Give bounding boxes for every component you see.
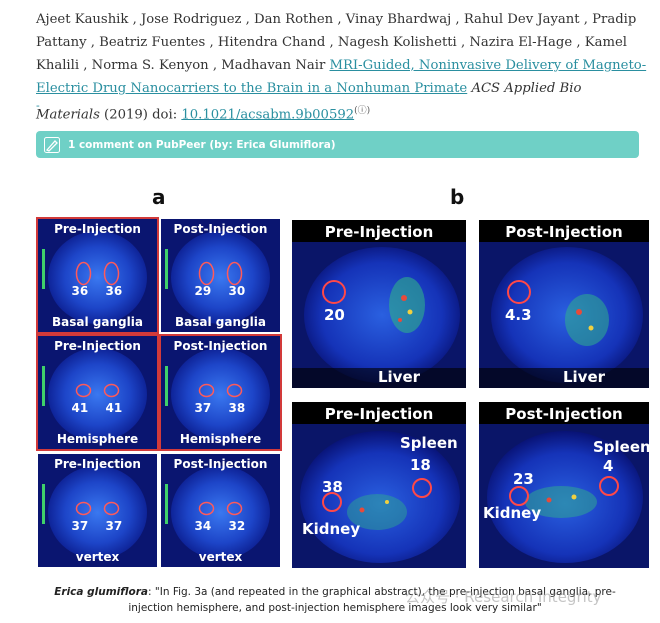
left-value: 37 [71,518,89,533]
region-label: Basal ganglia [175,315,266,329]
left-value: 29 [194,283,212,298]
region-label: Basal ganglia [52,315,143,329]
panel-title: Pre-Injection [324,405,434,423]
year-text: (2019) doi: [104,107,178,123]
brain-panel: Post-Injection 37 38 Hemisphere [161,336,280,449]
spleen-value: 4 [603,457,614,475]
left-value: 36 [71,283,89,298]
liver-post-panel: Post-Injection 4.3 Liver [479,220,649,388]
right-value: 32 [228,518,246,533]
right-value: 30 [228,283,246,298]
highlight-frame [36,334,159,451]
right-value: 41 [105,400,123,415]
kidney-spleen-post-scan [479,402,649,568]
pubpeer-text: 1 comment on PubPeer (by: Erica Glumiflo… [68,138,336,151]
pubpeer-banner[interactable]: 1 comment on PubPeer (by: Erica Glumiflo… [36,131,639,158]
right-value: 36 [105,283,123,298]
panel-title: Post-Injection [505,223,623,241]
article-title-link[interactable]: MRI-Guided, Noninvasive Delivery of Magn… [36,58,647,96]
kidney-value: 23 [513,470,534,488]
watermark: 公众号 · Research Integrity [405,588,602,606]
left-value: 34 [194,518,212,533]
region-label: vertex [198,550,243,564]
brain-panel: Pre-Injection 41 41 Hemisphere [38,336,157,449]
brain-panel: Post-Injection 29 30 Basal ganglia [161,219,280,332]
pen-icon [44,136,60,153]
right-value: 37 [105,518,123,533]
brain-scan [38,336,157,449]
citation-block: Ajeet Kaushik , Jose Rodriguez , Dan Rot… [36,8,648,126]
brain-scan [161,219,280,332]
panel-title: Pre-Injection [54,339,141,353]
left-value: 41 [71,400,89,415]
highlight-frame [36,217,159,334]
figure-label-a: a [152,185,166,209]
kidney-label: Kidney [302,520,361,538]
journal-name: ACS Applied Bio Materials [36,81,582,123]
panel-title: Pre-Injection [324,223,434,241]
panel-title: Post-Injection [505,405,623,423]
spleen-label: Spleen [400,434,458,452]
region-label: Hemisphere [56,432,139,446]
panel-title: Post-Injection [173,222,268,236]
measurement-value: 4.3 [505,306,532,324]
spleen-value: 18 [410,456,431,474]
brain-scan [38,454,157,567]
highlight-frame [159,334,282,451]
brain-panel: Pre-Injection 36 36 Basal ganglia [38,219,157,332]
brain-scan [161,454,280,567]
brain-panel: Post-Injection 34 32 vertex [161,454,280,567]
kidney-spleen-pre-panel: Pre-Injection Spleen 18 38 Kidney [292,402,466,568]
external-link-icon[interactable]: (ⓘ) [354,106,371,116]
panel-title: Post-Injection [173,339,268,353]
dash-link[interactable]: - [36,99,40,112]
kidney-label: Kidney [483,504,542,522]
left-value: 37 [194,400,212,415]
measurement-value: 20 [324,306,345,324]
region-label: Liver [377,368,421,386]
caption: Erica glumiflora: "In Fig. 3a (and repea… [40,584,630,616]
doi-link[interactable]: 10.1021/acsabm.9b00592 [181,107,355,123]
region-label: vertex [75,550,120,564]
panel-title: Pre-Injection [54,457,141,471]
right-value: 38 [228,400,246,415]
panel-title: Post-Injection [173,457,268,471]
liver-post-scan [479,220,649,388]
kidney-spleen-post-panel: Post-Injection Spleen 4 23 Kidney [479,402,649,568]
region-label: Hemisphere [179,432,262,446]
liver-pre-scan [292,220,466,388]
author-list: Ajeet Kaushik , Jose Rodriguez , Dan Rot… [36,12,637,73]
caption-author: Erica glumiflora [54,586,149,598]
spleen-label: Spleen [593,438,649,456]
region-label: Liver [562,368,606,386]
brain-panel: Pre-Injection 37 37 vertex [38,454,157,567]
caption-text: : "In Fig. 3a (and repeated in the graph… [128,586,616,614]
figure-label-b: b [450,185,465,209]
kidney-value: 38 [322,478,343,496]
brain-scan [161,336,280,449]
kidney-spleen-pre-scan [292,402,466,568]
brain-scan [38,219,157,332]
panel-title: Pre-Injection [54,222,141,236]
liver-pre-panel: Pre-Injection 20 Liver [292,220,466,388]
